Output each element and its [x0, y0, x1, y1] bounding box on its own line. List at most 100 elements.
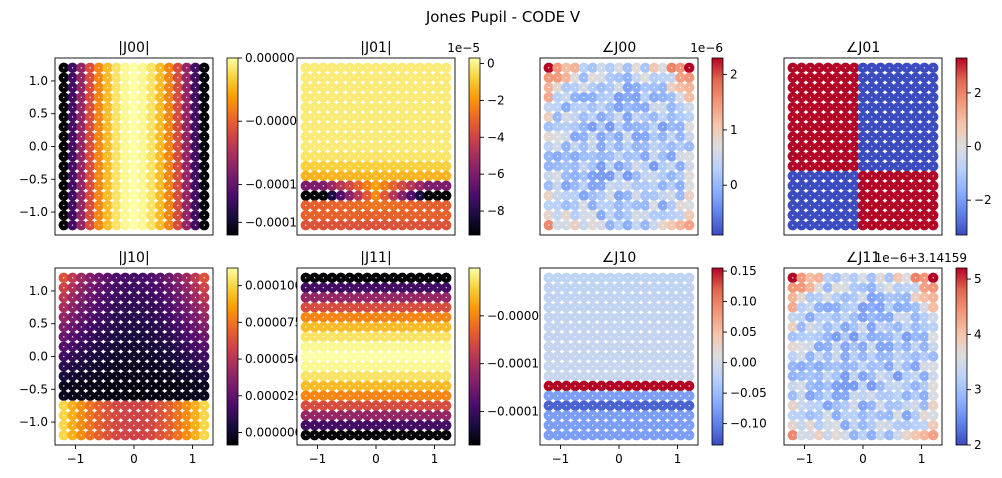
sample-marker: [63, 424, 65, 427]
sample-marker: [445, 395, 447, 397]
sample-marker: [142, 126, 144, 128]
sample-marker: [203, 135, 205, 138]
sample-marker: [203, 296, 205, 299]
sample-marker: [185, 106, 188, 108]
sample-marker: [203, 375, 205, 377]
sample-marker: [923, 155, 926, 158]
sample-marker: [600, 185, 603, 187]
sample-marker: [635, 106, 638, 108]
sample-marker: [670, 135, 673, 138]
sample-marker: [679, 355, 682, 358]
sample-marker: [133, 355, 135, 358]
sample-marker: [914, 224, 917, 226]
sample-marker: [366, 424, 368, 427]
sample-marker: [932, 414, 934, 417]
sample-marker: [401, 277, 404, 279]
sample-marker: [98, 194, 100, 197]
sample-marker: [106, 155, 109, 158]
sample-marker: [591, 76, 594, 79]
sample-marker: [427, 175, 430, 177]
sample-marker: [862, 345, 864, 348]
sample-marker: [818, 355, 820, 358]
sample-marker: [688, 86, 690, 89]
sample-marker: [89, 326, 91, 328]
sample-marker: [185, 375, 188, 377]
colorbar-tick-label: 0.00000: [245, 51, 295, 65]
sample-marker: [627, 106, 629, 108]
sample-marker: [401, 135, 404, 138]
sample-marker: [305, 414, 307, 417]
sample-marker: [150, 296, 153, 299]
sample-marker: [150, 414, 153, 417]
sample-marker: [133, 185, 135, 187]
sample-marker: [177, 145, 179, 148]
sample-marker: [71, 106, 74, 108]
sample-marker: [124, 67, 126, 69]
sample-marker: [445, 116, 447, 118]
sample-marker: [574, 76, 576, 79]
sample-marker: [853, 434, 855, 436]
sample-marker: [809, 414, 812, 417]
sample-marker: [124, 194, 126, 197]
sample-marker: [340, 224, 342, 226]
sample-marker: [177, 277, 179, 279]
sample-marker: [644, 414, 647, 417]
sample-marker: [914, 336, 917, 338]
colorbar-tick-label: −8: [487, 204, 505, 218]
sample-marker: [419, 326, 421, 328]
sample-marker: [556, 67, 559, 69]
sample-marker: [168, 116, 170, 118]
sample-marker: [150, 145, 153, 148]
sample-marker: [565, 375, 568, 377]
sample-marker: [392, 365, 395, 368]
sample-marker: [591, 336, 594, 338]
sample-marker: [124, 155, 126, 158]
sample-marker: [556, 76, 559, 79]
sample-marker: [635, 67, 638, 69]
sample-marker: [194, 86, 197, 89]
sample-marker: [844, 296, 847, 299]
sample-marker: [591, 286, 594, 289]
sample-marker: [185, 96, 188, 99]
sample-marker: [150, 204, 153, 207]
sample-marker: [89, 96, 91, 99]
sample-marker: [923, 414, 926, 417]
sample-marker: [618, 355, 620, 358]
sample-marker: [853, 194, 855, 197]
sample-marker: [63, 404, 65, 407]
sample-marker: [618, 424, 620, 427]
colorbar-tick-label: −6: [487, 167, 505, 181]
sample-marker: [906, 375, 908, 377]
sample-marker: [906, 224, 908, 226]
sample-marker: [809, 355, 812, 358]
sample-marker: [106, 106, 109, 108]
sample-marker: [583, 116, 585, 118]
sample-marker: [357, 224, 360, 226]
sample-marker: [340, 67, 342, 69]
sample-marker: [436, 365, 439, 368]
sample-marker: [591, 135, 594, 138]
sample-marker: [827, 126, 829, 128]
sample-marker: [168, 126, 170, 128]
sample-marker: [410, 434, 412, 436]
sample-marker: [914, 204, 917, 207]
sample-marker: [331, 145, 333, 148]
sample-marker: [627, 96, 629, 99]
sample-marker: [445, 185, 447, 187]
sample-marker: [871, 165, 873, 167]
sample-marker: [150, 375, 153, 377]
sample-marker: [392, 434, 395, 436]
sample-marker: [932, 424, 934, 427]
sample-marker: [366, 175, 368, 177]
sample-marker: [419, 316, 421, 318]
sample-marker: [679, 86, 682, 89]
sample-marker: [871, 155, 873, 158]
sample-marker: [168, 86, 170, 89]
sample-marker: [89, 277, 91, 279]
sample-marker: [853, 414, 855, 417]
sample-marker: [548, 145, 550, 148]
sample-marker: [185, 204, 188, 207]
sample-marker: [357, 165, 360, 167]
sample-marker: [879, 414, 882, 417]
sample-marker: [906, 135, 908, 138]
